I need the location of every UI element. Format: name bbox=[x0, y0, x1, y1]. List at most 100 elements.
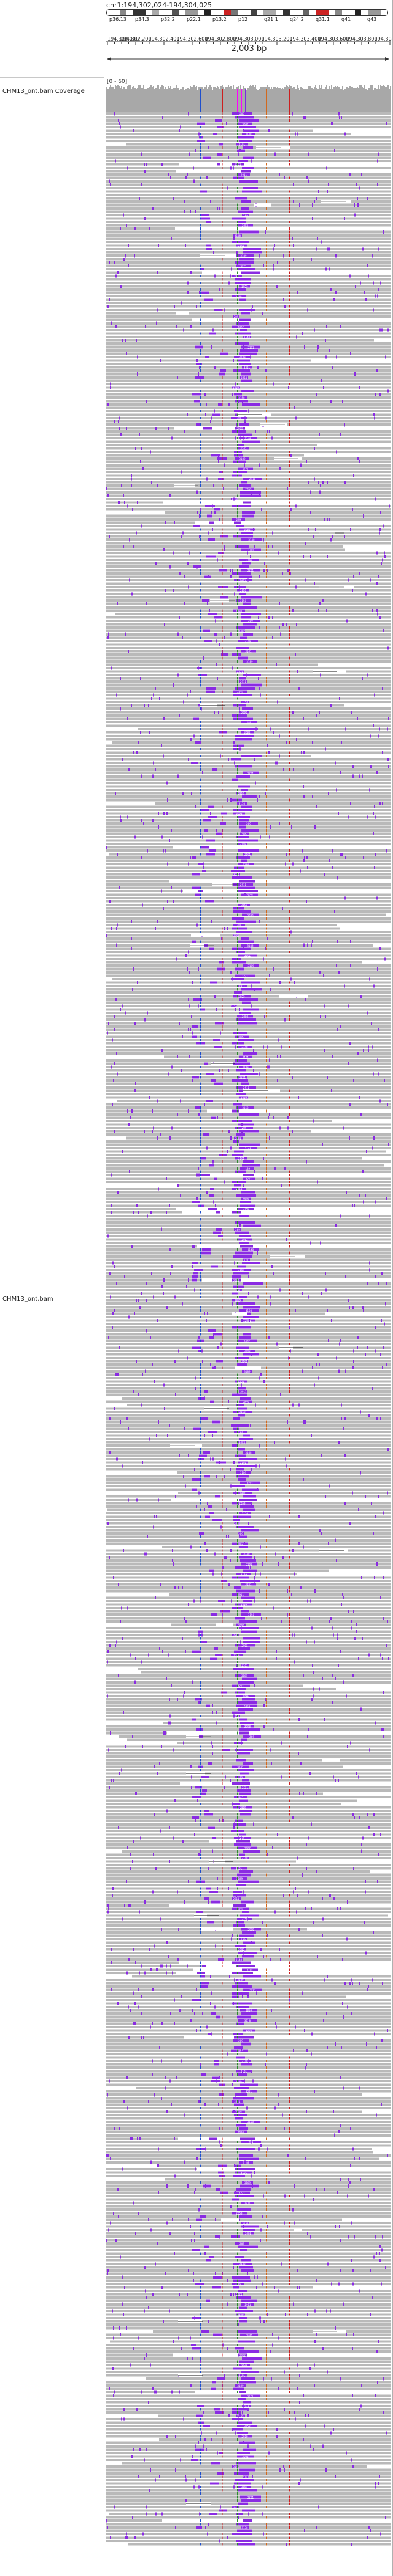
insertion-block[interactable] bbox=[211, 1900, 220, 1904]
insertion-marker[interactable] bbox=[366, 1150, 367, 1153]
insertion-block[interactable] bbox=[211, 1613, 217, 1616]
insertion-marker[interactable] bbox=[109, 535, 110, 538]
insertion-marker[interactable] bbox=[116, 1052, 117, 1055]
insertion-block[interactable] bbox=[236, 1404, 244, 1406]
insertion-marker[interactable] bbox=[133, 1948, 134, 1951]
insertion-marker[interactable] bbox=[259, 1464, 260, 1468]
insertion-marker[interactable] bbox=[222, 1566, 224, 1569]
insertion-block[interactable] bbox=[238, 1039, 254, 1041]
insertion-marker[interactable] bbox=[357, 1052, 359, 1055]
insertion-marker[interactable] bbox=[117, 1373, 119, 1376]
read[interactable] bbox=[138, 728, 391, 730]
insertion-block[interactable] bbox=[201, 1792, 206, 1795]
insertion-marker[interactable] bbox=[131, 704, 132, 707]
insertion-block[interactable] bbox=[237, 1789, 251, 1792]
insertion-marker[interactable] bbox=[152, 1363, 153, 1366]
insertion-marker[interactable] bbox=[353, 1349, 354, 1353]
read[interactable] bbox=[106, 1245, 197, 1248]
insertion-marker[interactable] bbox=[195, 210, 196, 213]
read[interactable] bbox=[106, 1870, 370, 1873]
insertion-marker[interactable] bbox=[224, 545, 225, 548]
insertion-marker[interactable] bbox=[188, 862, 189, 866]
insertion-block[interactable] bbox=[239, 180, 258, 183]
insertion-marker[interactable] bbox=[126, 427, 127, 430]
insertion-block[interactable] bbox=[200, 190, 207, 193]
insertion-marker[interactable] bbox=[114, 420, 115, 423]
insertion-marker[interactable] bbox=[361, 173, 362, 176]
insertion-block[interactable] bbox=[200, 268, 204, 270]
insertion-marker[interactable] bbox=[337, 1907, 338, 1910]
insertion-block[interactable] bbox=[235, 1958, 243, 1961]
insertion-marker[interactable] bbox=[378, 1028, 379, 1031]
insertion-block[interactable] bbox=[236, 1289, 242, 1291]
insertion-marker[interactable] bbox=[107, 1650, 109, 1653]
insertion-marker[interactable] bbox=[211, 345, 212, 349]
insertion-marker[interactable] bbox=[338, 1664, 339, 1667]
insertion-marker[interactable] bbox=[233, 359, 234, 362]
insertion-marker[interactable] bbox=[290, 508, 292, 511]
insertion-marker[interactable] bbox=[359, 1194, 360, 1197]
insertion-block[interactable] bbox=[232, 1326, 251, 1329]
insertion-block[interactable] bbox=[232, 430, 246, 433]
insertion-marker[interactable] bbox=[157, 1136, 158, 1140]
insertion-block[interactable] bbox=[203, 819, 211, 822]
insertion-marker[interactable] bbox=[188, 1603, 189, 1606]
insertion-block[interactable] bbox=[239, 1066, 252, 1068]
insertion-marker[interactable] bbox=[144, 1971, 146, 1975]
insertion-block[interactable] bbox=[236, 1704, 257, 1707]
insertion-marker[interactable] bbox=[345, 1369, 346, 1373]
insertion-marker[interactable] bbox=[282, 1556, 284, 1559]
insertion-marker[interactable] bbox=[378, 288, 379, 291]
insertion-marker[interactable] bbox=[123, 494, 124, 497]
insertion-marker[interactable] bbox=[130, 1867, 131, 1870]
insertion-marker[interactable] bbox=[131, 592, 133, 596]
insertion-marker[interactable] bbox=[201, 707, 202, 711]
insertion-marker[interactable] bbox=[255, 1403, 256, 1407]
insertion-marker[interactable] bbox=[343, 1126, 344, 1130]
insertion-marker[interactable] bbox=[269, 1058, 270, 1062]
insertion-marker[interactable] bbox=[168, 1072, 169, 1076]
insertion-marker[interactable] bbox=[300, 463, 302, 467]
insertion-marker[interactable] bbox=[171, 1065, 173, 1069]
insertion-marker[interactable] bbox=[386, 122, 387, 125]
insertion-block[interactable] bbox=[236, 626, 255, 629]
insertion-marker[interactable] bbox=[148, 1653, 149, 1657]
coverage-variant-bar[interactable] bbox=[200, 89, 201, 112]
read[interactable] bbox=[106, 1823, 391, 1826]
insertion-marker[interactable] bbox=[144, 704, 145, 707]
insertion-marker[interactable] bbox=[243, 1951, 244, 1955]
insertion-marker[interactable] bbox=[163, 1292, 164, 1295]
insertion-marker[interactable] bbox=[151, 1272, 152, 1275]
insertion-marker[interactable] bbox=[224, 1475, 225, 1478]
insertion-block[interactable] bbox=[232, 1542, 248, 1545]
insertion-marker[interactable] bbox=[375, 393, 376, 396]
insertion-marker[interactable] bbox=[112, 1261, 114, 1265]
insertion-block[interactable] bbox=[201, 1174, 210, 1176]
insertion-block[interactable] bbox=[240, 636, 247, 639]
read[interactable] bbox=[106, 1116, 391, 1119]
insertion-marker[interactable] bbox=[313, 1119, 314, 1123]
insertion-marker[interactable] bbox=[130, 1853, 131, 1856]
insertion-marker[interactable] bbox=[126, 352, 127, 355]
insertion-block[interactable] bbox=[192, 1796, 201, 1798]
insertion-marker[interactable] bbox=[165, 521, 166, 524]
insertion-marker[interactable] bbox=[370, 578, 371, 582]
insertion-marker[interactable] bbox=[281, 1741, 282, 1745]
insertion-marker[interactable] bbox=[130, 1904, 131, 1907]
insertion-marker[interactable] bbox=[284, 1167, 286, 1170]
insertion-block[interactable] bbox=[243, 1333, 251, 1336]
insertion-marker[interactable] bbox=[263, 1157, 264, 1160]
insertion-marker[interactable] bbox=[387, 1103, 388, 1106]
insertion-marker[interactable] bbox=[177, 632, 179, 636]
insertion-block[interactable] bbox=[238, 447, 249, 450]
read[interactable] bbox=[106, 1485, 391, 1487]
insertion-block[interactable] bbox=[231, 1424, 249, 1427]
insertion-marker[interactable] bbox=[179, 616, 180, 619]
insertion-marker[interactable] bbox=[293, 258, 294, 261]
insertion-marker[interactable] bbox=[287, 1126, 289, 1130]
read[interactable] bbox=[106, 1218, 391, 1221]
insertion-block[interactable] bbox=[236, 1086, 256, 1089]
insertion-marker[interactable] bbox=[232, 1802, 233, 1806]
insertion-marker[interactable] bbox=[108, 1336, 109, 1339]
insertion-marker[interactable] bbox=[329, 349, 330, 352]
